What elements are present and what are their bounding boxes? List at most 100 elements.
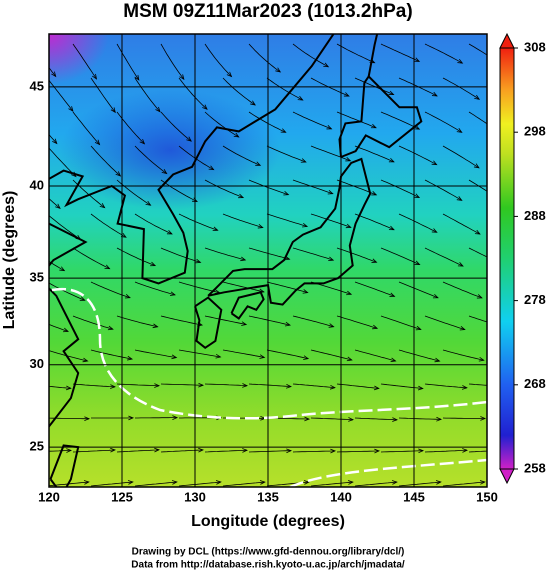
streamline-arrow: [128, 415, 135, 421]
streamline-arrow: [474, 229, 481, 235]
streamline-arrow: [346, 356, 353, 362]
streamline: [266, 145, 306, 163]
streamline: [248, 450, 291, 453]
streamline: [134, 77, 161, 112]
streamline: [49, 134, 58, 144]
streamline-arrow: [127, 480, 134, 485]
x-tick-label: 140: [330, 489, 352, 504]
streamline: [468, 315, 487, 323]
streamline-arrow: [124, 294, 131, 299]
streamline-arrow: [240, 256, 247, 262]
streamline-arrow: [79, 296, 86, 301]
streamline-arrow: [233, 132, 240, 138]
streamline: [72, 111, 100, 145]
streamline: [160, 179, 198, 202]
streamline: [49, 198, 61, 209]
streamline-arrow: [166, 229, 173, 235]
streamline-arrow: [226, 71, 233, 78]
streamline-arrow: [297, 95, 304, 101]
streamline: [310, 481, 353, 487]
streamline-arrow: [431, 160, 438, 166]
streamline-arrow: [414, 57, 421, 62]
streamline-arrow: [462, 448, 468, 453]
streamline: [134, 213, 173, 235]
streamline: [292, 383, 335, 389]
streamline-arrow: [259, 354, 266, 359]
streamline-arrow: [241, 321, 248, 326]
streamline: [424, 111, 462, 133]
streamline: [160, 247, 201, 263]
streamline: [398, 281, 439, 299]
streamline: [49, 79, 74, 112]
isotherm: [51, 287, 487, 420]
streamline: [204, 315, 247, 325]
streamline: [380, 450, 424, 453]
colorbar-tick-label: 298: [524, 124, 546, 139]
streamline-arrow: [286, 448, 293, 454]
streamline: [90, 213, 127, 238]
streamline-arrow: [120, 233, 127, 238]
streamline: [292, 450, 336, 453]
streamline: [204, 43, 232, 77]
streamline-arrow: [390, 357, 397, 363]
streamline-arrow: [479, 480, 486, 485]
streamline-arrow: [242, 448, 248, 453]
streamline: [72, 315, 114, 330]
streamline: [442, 417, 485, 419]
streamline: [178, 349, 221, 358]
y-tick-label: 35: [30, 270, 44, 285]
streamline: [116, 315, 158, 328]
streamline-arrow: [388, 90, 395, 96]
streamline-arrow: [431, 228, 438, 233]
streamline-arrow: [304, 416, 311, 422]
streamline: [292, 179, 333, 195]
streamline-arrow: [326, 125, 333, 130]
streamline: [204, 179, 244, 198]
streamline: [442, 349, 484, 361]
streamline-arrow: [52, 138, 58, 145]
streamline-arrow: [415, 325, 422, 331]
streamline-arrow: [302, 289, 309, 294]
streamline: [222, 349, 265, 358]
streamline-arrow: [63, 327, 70, 333]
streamline-arrow: [127, 355, 134, 361]
streamline-arrow: [286, 383, 292, 389]
streamline: [90, 349, 133, 360]
streamline: [49, 147, 77, 177]
colorbar-extend-high: [499, 32, 515, 49]
streamline-arrow: [115, 171, 122, 177]
streamline: [116, 111, 145, 145]
streamline: [424, 179, 462, 201]
streamline-arrow: [372, 324, 379, 330]
streamline: [49, 282, 85, 301]
streamline-arrow: [478, 356, 485, 362]
streamline: [90, 281, 131, 299]
streamline-arrow: [347, 480, 354, 485]
streamline: [336, 111, 377, 129]
streamline: [398, 349, 440, 362]
streamline-arrow: [280, 128, 287, 133]
colorbar-tick-label: 278: [524, 292, 546, 307]
streamline-arrow: [432, 293, 439, 299]
streamline: [248, 315, 291, 326]
streamline: [204, 111, 239, 138]
streamline-arrow: [330, 448, 337, 454]
streamline-arrow: [388, 225, 395, 231]
streamline: [336, 450, 380, 453]
coastline: [230, 291, 265, 320]
streamline: [354, 213, 395, 231]
streamline-arrow: [345, 156, 352, 162]
colorbar-tick-label: 258: [524, 460, 546, 475]
streamline: [292, 247, 334, 261]
coastline: [49, 34, 335, 285]
streamline: [204, 247, 246, 261]
streamline: [266, 349, 309, 359]
streamline: [442, 145, 480, 169]
streamline: [72, 247, 110, 269]
streamline-arrow: [195, 258, 202, 264]
streamline-arrow: [110, 107, 116, 114]
streamline-arrow: [435, 480, 442, 485]
streamline-arrow: [431, 91, 438, 97]
streamline: [49, 417, 89, 420]
coastline: [207, 157, 372, 306]
